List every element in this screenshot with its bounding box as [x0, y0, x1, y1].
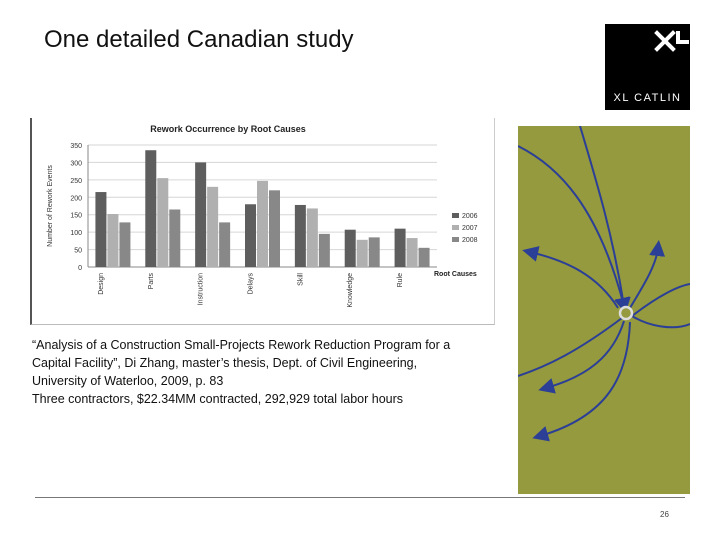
- legend-swatch-2006: [452, 213, 459, 218]
- bar-2006-skill: [294, 204, 306, 267]
- bar-2008-delays: [269, 190, 280, 267]
- y-tick-label: 150: [70, 213, 82, 220]
- bar-2007-design: [107, 214, 119, 267]
- xl-mark-icon: [654, 30, 689, 52]
- y-axis-label: Number of Rework Events: [47, 165, 54, 247]
- y-tick-label: 350: [70, 143, 82, 150]
- bar-2008-rule: [418, 247, 430, 267]
- bar-2008-design: [119, 222, 131, 267]
- x-tick-label: Knowledge: [347, 273, 354, 308]
- citation-line: Capital Facility”, Di Zhang, master’s th…: [32, 356, 418, 370]
- study-summary-line: Three contractors, $22.34MM contracted, …: [32, 392, 404, 406]
- bar-2008-parts: [169, 209, 181, 267]
- legend-label: 2006: [462, 213, 478, 220]
- x-tick-label: Instruction: [198, 273, 205, 305]
- x-tick-label: Skill: [297, 273, 304, 286]
- legend-swatch-2007: [452, 225, 459, 230]
- x-axis-label: Root Causes: [434, 271, 477, 278]
- bar-2008-instruction: [219, 222, 231, 267]
- legend-label: 2008: [462, 237, 478, 244]
- x-tick-label: Design: [98, 273, 105, 295]
- bar-2006-instruction: [195, 162, 207, 267]
- bar-2007-parts: [157, 178, 169, 267]
- y-tick-label: 100: [70, 230, 82, 237]
- y-tick-label: 50: [74, 248, 82, 255]
- chart-svg: Rework Occurrence by Root Causes 0 50 100 15…: [47, 124, 478, 308]
- bar-2008-skill: [318, 233, 330, 267]
- y-tick-label: 300: [70, 160, 82, 167]
- citation-block: “Analysis of a Construction Small-Projec…: [32, 336, 512, 408]
- bar-2008-knowledge: [368, 237, 380, 267]
- bar-2007-knowledge: [356, 239, 368, 267]
- bar-2006-parts: [145, 150, 157, 267]
- radiating-arrows-icon: [518, 126, 690, 442]
- bar-2006-delays: [245, 204, 256, 267]
- logo-text: XL CATLIN: [613, 92, 682, 104]
- rework-chart: Rework Occurrence by Root Causes 0 50 100 15…: [30, 118, 495, 325]
- bar-2006-rule: [394, 228, 406, 267]
- legend-label: 2007: [462, 225, 478, 232]
- x-tick-label: Parts: [148, 273, 155, 290]
- x-tick-label: Rule: [397, 273, 404, 288]
- bar-2006-design: [95, 192, 107, 267]
- y-tick-label: 200: [70, 195, 82, 202]
- y-tick-label: 0: [78, 265, 82, 272]
- chart-title: Rework Occurrence by Root Causes: [150, 124, 306, 134]
- bar-2006-knowledge: [344, 229, 356, 267]
- xl-catlin-logo: XL CATLIN: [605, 24, 690, 110]
- bar-2007-delays: [257, 180, 268, 267]
- citation-line: University of Waterloo, 2009, p. 83: [32, 374, 224, 388]
- bar-2007-rule: [406, 238, 418, 267]
- x-tick-label: Delays: [248, 273, 255, 295]
- footer-divider: [35, 497, 685, 498]
- y-tick-label: 250: [70, 178, 82, 185]
- decorative-arrows-panel: [518, 126, 690, 494]
- slide-title: One detailed Canadian study: [44, 26, 354, 53]
- page-number: 26: [660, 510, 669, 519]
- citation-line: “Analysis of a Construction Small-Projec…: [32, 338, 451, 352]
- legend-swatch-2008: [452, 237, 459, 242]
- bar-2007-instruction: [207, 186, 219, 267]
- bar-2007-skill: [306, 208, 318, 267]
